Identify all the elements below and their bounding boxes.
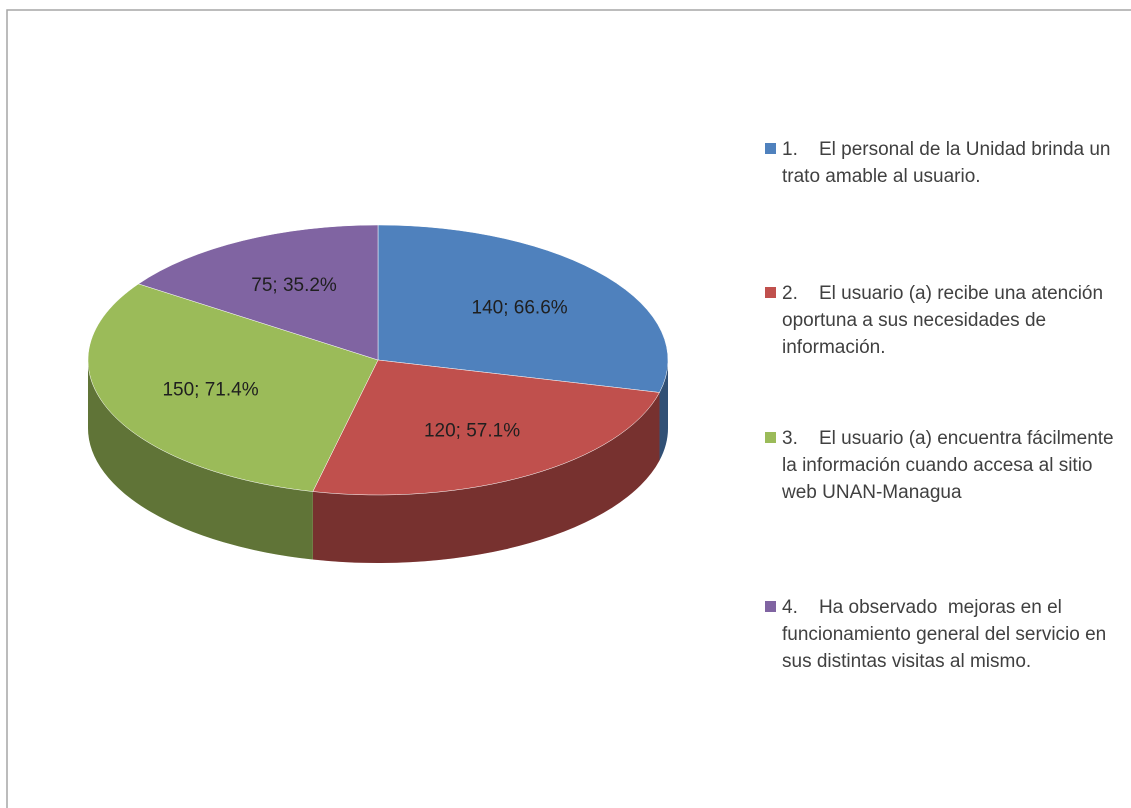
legend-label: 1. El personal de la Unidad brinda un tr… xyxy=(782,139,1116,187)
legend-entry: 1. El personal de la Unidad brinda un tr… xyxy=(765,136,1115,190)
legend-entry: 2. El usuario (a) recibe una atención op… xyxy=(765,280,1115,361)
slice-side xyxy=(87,360,313,560)
legend-label: 4. Ha observado mejoras en el funcionami… xyxy=(782,597,1112,672)
legend-swatch xyxy=(765,287,776,298)
legend-swatch xyxy=(765,143,776,154)
slice-side xyxy=(659,360,668,461)
slice-side-shade xyxy=(87,360,313,560)
data-label: 120; 57.1% xyxy=(424,420,520,441)
chart-frame xyxy=(6,9,1131,808)
legend-label: 3. El usuario (a) encuentra fácilmente l… xyxy=(782,428,1119,503)
slice xyxy=(87,283,379,492)
legend-entry: 4. Ha observado mejoras en el funcionami… xyxy=(765,594,1115,675)
legend-entry: 3. El usuario (a) encuentra fácilmente l… xyxy=(765,425,1115,506)
slice xyxy=(377,224,669,393)
data-label: 140; 66.6% xyxy=(472,297,568,318)
slice xyxy=(312,359,660,496)
data-label: 150; 71.4% xyxy=(162,379,258,400)
slice xyxy=(137,224,379,361)
legend-swatch xyxy=(765,601,776,612)
legend-swatch xyxy=(765,432,776,443)
legend-label: 2. El usuario (a) recibe una atención op… xyxy=(782,283,1109,358)
slice-side xyxy=(312,392,660,563)
data-label: 75; 35.2% xyxy=(251,275,337,296)
slice-side-shade xyxy=(659,360,668,461)
slice-side-shade xyxy=(312,392,660,563)
